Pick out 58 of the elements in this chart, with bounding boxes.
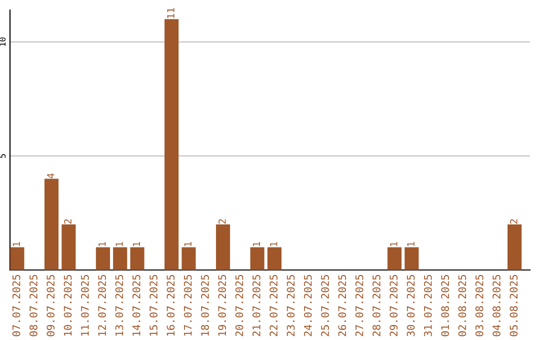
data-label: 4 [47, 173, 54, 178]
x-tick-label: 23.07.2025 [286, 275, 295, 336]
x-tick-label: 21.07.2025 [252, 275, 260, 336]
x-tick-label: 13.07.2025 [115, 275, 124, 336]
x-tick-label: 03.08.2025 [475, 275, 484, 336]
data-label: 2 [510, 219, 518, 224]
x-tick-label: 17.07.2025 [184, 275, 192, 336]
x-tick-label: 19.07.2025 [218, 275, 226, 336]
x-tick-label: 09.07.2025 [46, 275, 55, 336]
bar [62, 224, 76, 270]
x-tick-label: 10.07.2025 [64, 275, 72, 336]
x-tick-label: 11.07.2025 [80, 275, 89, 336]
bar [250, 247, 264, 270]
data-label: 1 [116, 242, 123, 246]
x-tick-label: 08.07.2025 [30, 275, 38, 336]
data-label: 1 [270, 242, 278, 246]
bar [164, 19, 179, 270]
data-label: 1 [12, 242, 20, 246]
bar [216, 224, 230, 270]
data-label: 1 [390, 242, 398, 246]
bar [387, 247, 402, 270]
bar [404, 247, 419, 270]
x-tick-label: 24.07.2025 [304, 275, 312, 336]
x-tick-label: 12.07.2025 [98, 275, 106, 336]
data-label: 1 [407, 242, 414, 246]
x-tick-label: 28.07.2025 [372, 275, 380, 336]
x-tick-label: 31.07.2025 [424, 275, 432, 336]
x-tick-label: 25.07.2025 [321, 275, 329, 336]
data-label: 1 [132, 242, 140, 246]
bar [130, 247, 144, 270]
x-tick-label: 16.07.2025 [166, 275, 175, 336]
x-tick-label: 01.08.2025 [441, 275, 450, 336]
x-tick-label: 26.07.2025 [338, 275, 346, 336]
data-label: 1 [252, 242, 260, 246]
x-tick-label: 04.08.2025 [492, 275, 500, 336]
bar [10, 247, 24, 270]
x-tick-label: 15.07.2025 [150, 275, 158, 336]
data-label: 1 [184, 242, 192, 246]
x-tick-label: 20.07.2025 [235, 275, 244, 336]
data-label: 2 [64, 219, 72, 224]
bar [44, 178, 59, 270]
bar [96, 247, 110, 270]
x-tick-label: 27.07.2025 [355, 275, 364, 336]
data-label: 1 [98, 242, 106, 246]
x-tick-label: 30.07.2025 [406, 275, 415, 336]
bar [508, 224, 522, 270]
x-tick-label: 07.07.2025 [12, 275, 20, 336]
bar [267, 247, 282, 270]
bar [113, 247, 128, 270]
x-tick-label: 22.07.2025 [270, 275, 278, 336]
x-tick-label: 18.07.2025 [201, 275, 209, 336]
x-tick-label: 29.07.2025 [390, 275, 398, 336]
x-tick-label: 02.08.2025 [458, 275, 466, 336]
x-tick-label: 05.08.2025 [510, 275, 518, 336]
bar [182, 247, 196, 270]
x-tick-label: 14.07.2025 [132, 275, 140, 336]
data-label: 11 [167, 8, 174, 18]
data-label: 2 [218, 219, 226, 224]
